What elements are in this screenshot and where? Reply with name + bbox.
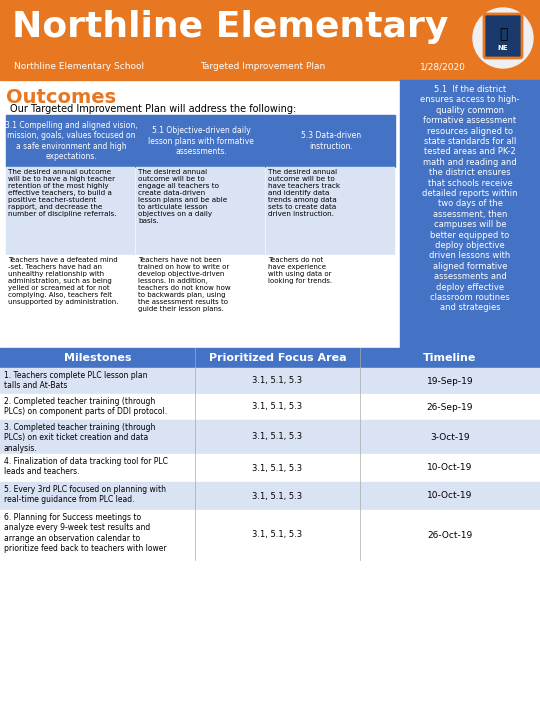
- Bar: [0, 482, 540, 510]
- Text: The desired annual
outcome will be to
engage all teachers to
create data-driven
: The desired annual outcome will be to en…: [138, 169, 227, 224]
- Bar: [400, 80, 540, 348]
- Bar: [0, 454, 540, 482]
- Bar: [6, 255, 135, 343]
- Circle shape: [473, 8, 533, 68]
- Text: 10-Oct-19: 10-Oct-19: [427, 492, 472, 500]
- Bar: [266, 255, 395, 343]
- Text: Teachers have not been
trained on how to write or
develop objective-driven
lesso: Teachers have not been trained on how to…: [138, 257, 231, 312]
- Bar: [6, 167, 135, 255]
- Text: 26-Oct-19: 26-Oct-19: [427, 531, 472, 539]
- Bar: [0, 0, 540, 80]
- Text: 3.1, 5.1, 5.3: 3.1, 5.1, 5.3: [252, 464, 302, 472]
- Bar: [0, 368, 540, 394]
- FancyBboxPatch shape: [484, 14, 522, 58]
- Text: 1/28/2020: 1/28/2020: [420, 62, 466, 71]
- Text: Outcomes: Outcomes: [6, 88, 116, 107]
- Text: 1. Teachers complete PLC lesson plan
talls and At-Bats: 1. Teachers complete PLC lesson plan tal…: [4, 371, 147, 390]
- Text: 5.3 Data-driven
instruction.: 5.3 Data-driven instruction.: [301, 131, 361, 150]
- Bar: [136, 167, 265, 255]
- Text: 3.1, 5.1, 5.3: 3.1, 5.1, 5.3: [252, 402, 302, 412]
- Bar: [266, 115, 395, 167]
- Text: 10-Oct-19: 10-Oct-19: [427, 464, 472, 472]
- Text: 3.1 Compelling and aligned vision,
mission, goals, values focused on
a safe envi: 3.1 Compelling and aligned vision, missi…: [5, 121, 137, 161]
- Text: 3-Oct-19: 3-Oct-19: [430, 433, 470, 441]
- Bar: [0, 420, 540, 454]
- Text: Teachers have a defeated mind
-set. Teachers have had an
unhealthy relationship : Teachers have a defeated mind -set. Teac…: [8, 257, 118, 305]
- Text: Milestones: Milestones: [64, 353, 131, 363]
- Text: 2. Completed teacher training (through
PLCs) on component parts of DDI protocol.: 2. Completed teacher training (through P…: [4, 397, 167, 416]
- Text: 3. Completed teacher training (through
PLCs) on exit ticket creation and data
an: 3. Completed teacher training (through P…: [4, 423, 156, 453]
- Bar: [136, 255, 265, 343]
- Bar: [6, 115, 135, 167]
- Text: 4. Finalization of data tracking tool for PLC
leads and teachers.: 4. Finalization of data tracking tool fo…: [4, 457, 168, 477]
- Text: The desired annual outcome
will be to have a high teacher
retention of the most : The desired annual outcome will be to ha…: [8, 169, 117, 217]
- Text: 5. Every 3rd PLC focused on planning with
real-time guidance from PLC lead.: 5. Every 3rd PLC focused on planning wit…: [4, 485, 166, 505]
- Text: Teachers do not
have experience
with using data or
looking for trends.: Teachers do not have experience with usi…: [268, 257, 332, 284]
- Bar: [0, 348, 540, 368]
- Text: Timeline: Timeline: [423, 353, 477, 363]
- Text: 🌍: 🌍: [499, 27, 507, 41]
- Text: 3.1, 5.1, 5.3: 3.1, 5.1, 5.3: [252, 433, 302, 441]
- Text: Northline Elementary: Northline Elementary: [12, 10, 448, 44]
- Bar: [0, 510, 540, 560]
- Text: Prioritized Focus Area: Prioritized Focus Area: [208, 353, 346, 363]
- Text: 3.1, 5.1, 5.3: 3.1, 5.1, 5.3: [252, 492, 302, 500]
- Text: 3.1, 5.1, 5.3: 3.1, 5.1, 5.3: [252, 531, 302, 539]
- Bar: [0, 394, 540, 420]
- Text: 6. Planning for Success meetings to
analyze every 9-week test results and
arrang: 6. Planning for Success meetings to anal…: [4, 513, 167, 553]
- Text: Our Targeted Improvement Plan will address the following:: Our Targeted Improvement Plan will addre…: [10, 104, 296, 114]
- Text: 3.1, 5.1, 5.3: 3.1, 5.1, 5.3: [252, 377, 302, 385]
- Text: Targeted Improvement Plan: Targeted Improvement Plan: [200, 62, 325, 71]
- Text: The desired annual
outcome will be to
have teachers track
and identify data
tren: The desired annual outcome will be to ha…: [268, 169, 340, 217]
- Text: 5.1  If the district
ensures access to high-
quality common
formative assessment: 5.1 If the district ensures access to hi…: [420, 85, 519, 312]
- Text: Northline Elementary School: Northline Elementary School: [14, 62, 144, 71]
- Bar: [136, 115, 265, 167]
- Bar: [266, 167, 395, 255]
- Text: NE: NE: [498, 45, 508, 51]
- Text: 5.1 Objective-driven daily
lesson plans with formative
assessments.: 5.1 Objective-driven daily lesson plans …: [148, 126, 254, 156]
- Text: 19-Sep-19: 19-Sep-19: [427, 377, 474, 385]
- Text: 26-Sep-19: 26-Sep-19: [427, 402, 473, 412]
